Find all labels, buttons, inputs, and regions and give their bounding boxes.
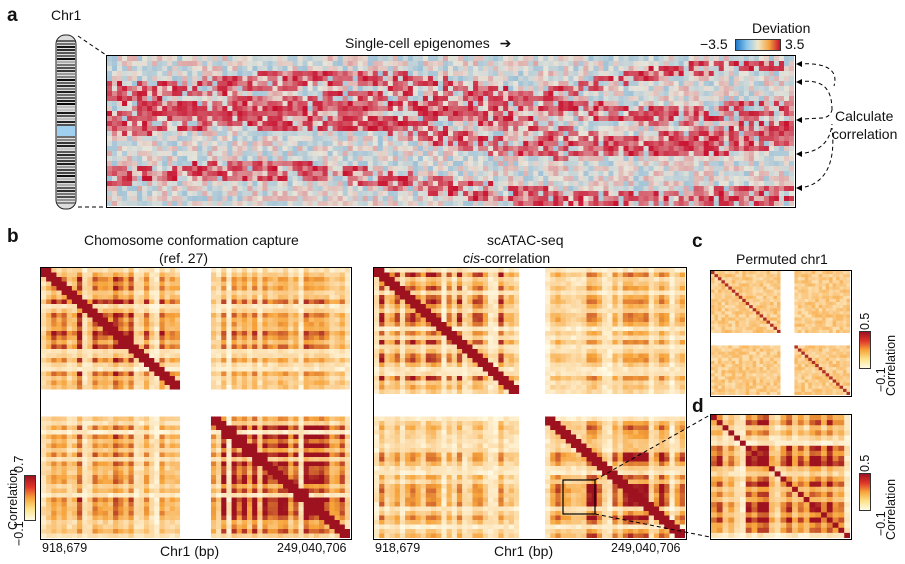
single-cell-deviation-heatmap [106,55,796,208]
heatmap-a-title: Single-cell epigenomes ➔ [345,35,511,52]
correlation-suffix: -correlation [480,250,551,266]
c-cbar-max: 0.5 [858,312,872,330]
c-correlation-colorbar [859,331,871,369]
right-arrow-icon: ➔ [499,35,512,51]
b-cbar-max: 0.7 [12,455,26,473]
scatac-title-line1: scATAC-seq [487,232,564,248]
hic-xlabel: Chr1 (bp) [160,543,220,559]
b-correlation-colorbar [24,475,36,521]
heatmap-a-title-text: Single-cell epigenomes [345,35,490,51]
scatac-x-end: 249,040,706 [611,541,681,555]
hic-x-end: 249,040,706 [277,541,347,555]
panel-b-letter: b [7,226,19,247]
hic-title-line1: Chomosome conformation capture [84,232,299,248]
deviation-title: Deviation [752,20,811,36]
hic-x-start: 918,679 [42,541,88,555]
correlation-label: correlation [832,126,898,142]
correlation-arrows [796,61,836,191]
panel-c-letter: c [692,231,703,252]
hic-title-line2: (ref. 27) [159,250,209,266]
scatac-x-start: 918,679 [375,541,421,555]
permuted-heatmap [710,270,852,397]
scatac-heatmap [373,267,687,540]
hic-heatmap [40,267,352,540]
d-cbar-min: −0.1 [874,511,888,536]
b-cbar-min: −0.1 [12,521,26,546]
permuted-title: Permuted chr1 [736,251,828,267]
d-cbar-max: 0.5 [858,454,872,472]
deviation-colorbar [735,39,781,51]
scatac-xlabel: Chr1 (bp) [494,543,554,559]
panel-d-letter: d [692,396,704,417]
chromosome-label: Chr1 [51,7,82,23]
c-cbar-min: −0.1 [874,367,888,392]
deviation-max: 3.5 [785,36,805,52]
scatac-title-line2: cis-correlation [463,250,550,266]
calculate-label: Calculate [835,108,894,124]
chromosome-ideogram [55,34,77,210]
d-correlation-colorbar [859,473,871,511]
deviation-min: −3.5 [700,36,728,52]
cis-italic: cis [463,250,481,266]
panel-a-letter: a [7,5,18,26]
zoomed-heatmap [710,414,852,540]
